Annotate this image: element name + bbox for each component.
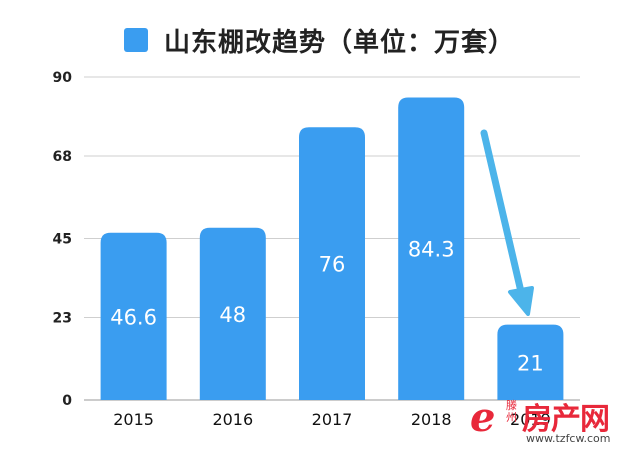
legend-label: 山东棚改趋势（单位：万套）: [164, 27, 516, 58]
bar-value-label: 76: [319, 253, 346, 277]
bar: [398, 97, 465, 400]
y-tick-label: 90: [53, 70, 73, 86]
bars: [100, 97, 564, 400]
bar-value-label: 46.6: [110, 305, 157, 329]
down-arrow-icon: [480, 129, 534, 316]
y-axis-ticks: 0 23 45 68 90: [53, 70, 73, 409]
bar-value-label: 21: [517, 351, 544, 375]
watermark-url: www.tzfcw.com: [526, 432, 611, 445]
bar-value-label: 48: [219, 303, 246, 327]
y-tick-label: 68: [53, 149, 72, 165]
legend: 山东棚改趋势（单位：万套）: [124, 22, 515, 58]
x-tick-label: 2016: [212, 410, 253, 429]
bar: [497, 324, 564, 400]
x-tick-label: 2019: [510, 410, 551, 429]
y-tick-label: 23: [53, 310, 72, 326]
watermark-logo: e: [470, 394, 496, 441]
value-labels: 46.6 48 76 84.3 21: [110, 238, 544, 376]
y-tick-label: 45: [53, 232, 72, 248]
bar: [299, 127, 365, 400]
legend-swatch: [124, 28, 148, 52]
x-axis-ticks: 2015 2016 2017 2018 2019: [113, 410, 551, 429]
x-tick-label: 2015: [113, 410, 154, 429]
watermark-name: 房产网: [522, 402, 610, 437]
watermark: e 滕州 房产网 www.tzfcw.com: [470, 392, 638, 450]
x-tick-label: 2017: [312, 410, 353, 429]
watermark-city: 滕州: [506, 399, 517, 424]
bar: [100, 232, 167, 400]
bar-value-label: 84.3: [408, 238, 455, 262]
y-tick-label: 0: [62, 393, 72, 409]
x-tick-label: 2018: [411, 410, 452, 429]
bar: [199, 227, 266, 400]
